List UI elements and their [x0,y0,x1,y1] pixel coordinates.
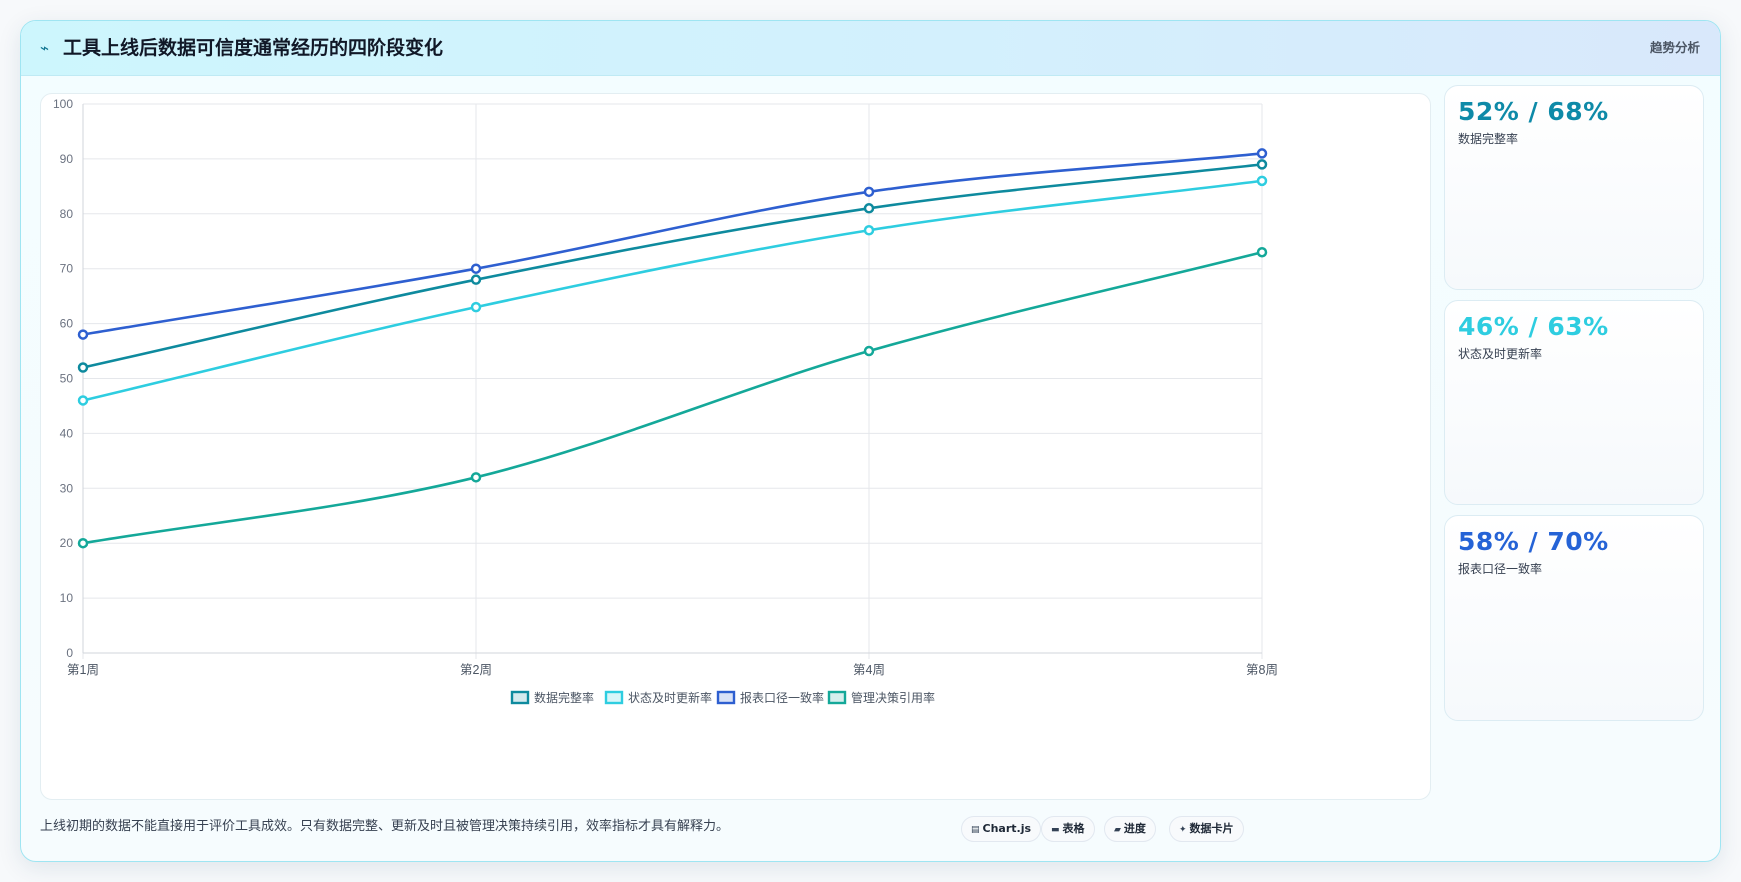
stat-label: 数据完整率 [1458,132,1519,146]
y-tick-label: 90 [60,152,74,166]
chart-icon: ▤ [971,825,980,835]
data-point [77,395,89,406]
series-line [82,179,1263,402]
legend-swatch [604,690,624,705]
stat-card-timeliness: 46% / 63% 状态及时更新率 [1444,300,1704,505]
legend-swatch [827,690,847,705]
legend-swatch [716,690,736,705]
pill-label: 进度 [1123,822,1146,835]
data-point [470,472,482,483]
data-point [1256,246,1268,258]
stat-value: 58% / 70% [1458,527,1609,556]
stat-value: 52% / 68% [1458,97,1609,126]
data-point [863,225,875,236]
data-point [77,362,89,373]
stat-card-consistency: 58% / 70% 报表口径一致率 [1444,515,1704,721]
stat-card-completeness: 52% / 68% 数据完整率 [1444,85,1704,290]
y-tick-label: 50 [60,372,74,386]
data-point [863,186,875,198]
card-title: 工具上线后数据可信度通常经历的四阶段变化 [63,37,444,59]
legend-label: 管理决策引用率 [851,690,935,705]
y-tick-label: 40 [60,426,74,440]
x-tick-label: 第1周 [67,663,99,677]
pill-progress[interactable]: ▰ 进度 [1104,816,1156,842]
data-point [77,329,89,340]
data-point [1256,159,1268,170]
data-point [863,345,875,357]
y-tick-label: 20 [60,536,74,550]
y-tick-label: 70 [60,262,74,276]
x-tick-label: 第2周 [460,663,492,677]
stat-label: 状态及时更新率 [1458,347,1543,361]
y-tick-label: 10 [60,591,74,605]
pill-table[interactable]: ▬ 表格 [1041,816,1095,842]
data-point [1256,175,1268,187]
y-tick-label: 100 [53,97,73,111]
legend-label: 数据完整率 [534,690,594,705]
data-point [77,537,89,549]
data-point [470,263,482,274]
legend-swatch [510,690,530,705]
data-point [470,301,482,313]
footer-note: 上线初期的数据不能直接用于评价工具成效。只有数据完整、更新及时且被管理决策持续引… [40,819,730,834]
pill-data-card[interactable]: ✦ 数据卡片 [1169,816,1244,842]
table-icon: ▬ [1051,825,1060,835]
progress-icon: ▰ [1114,825,1121,835]
legend-label: 状态及时更新率 [628,690,712,705]
pill-label: 表格 [1062,822,1085,835]
x-tick-label: 第4周 [853,663,885,677]
y-tick-label: 60 [60,317,74,331]
data-point [863,203,875,214]
pill-chartjs[interactable]: ▤ Chart.js [961,816,1042,842]
trend-analysis-tag: 趋势分析 [1649,40,1700,55]
series-line [82,250,1263,545]
line-chart: 0 10 20 30 40 50 60 70 80 90 100 第1周 第2周 第4周 第8周 数据完整率… [53,97,1278,705]
pill-label: 数据卡片 [1189,822,1234,835]
chart-panel: 0 10 20 30 40 50 60 70 80 90 100 第1周 第2周 第4周 第8周 数据完整率… [40,93,1431,800]
y-tick-label: 80 [60,207,74,221]
legend-label: 报表口径一致率 [740,690,824,705]
trend-card: ⌁ 工具上线后数据可信度通常经历的四阶段变化 趋势分析 0 10 20 30 40 50 6… [20,20,1721,862]
x-tick-label: 第8周 [1246,663,1278,677]
stat-value: 46% / 63% [1458,312,1609,341]
y-tick-label: 30 [60,481,74,495]
series-line [82,163,1263,369]
pill-label: Chart.js [982,822,1032,835]
series-line [82,152,1263,336]
data-point [470,274,482,285]
sparkle-icon: ✦ [1179,825,1187,835]
card-header: ⌁ 工具上线后数据可信度通常经历的四阶段变化 趋势分析 [21,21,1720,76]
bolt-icon: ⌁ [40,39,50,57]
stat-label: 报表口径一致率 [1458,562,1543,576]
data-point [1256,148,1268,159]
y-tick-label: 0 [66,646,73,660]
